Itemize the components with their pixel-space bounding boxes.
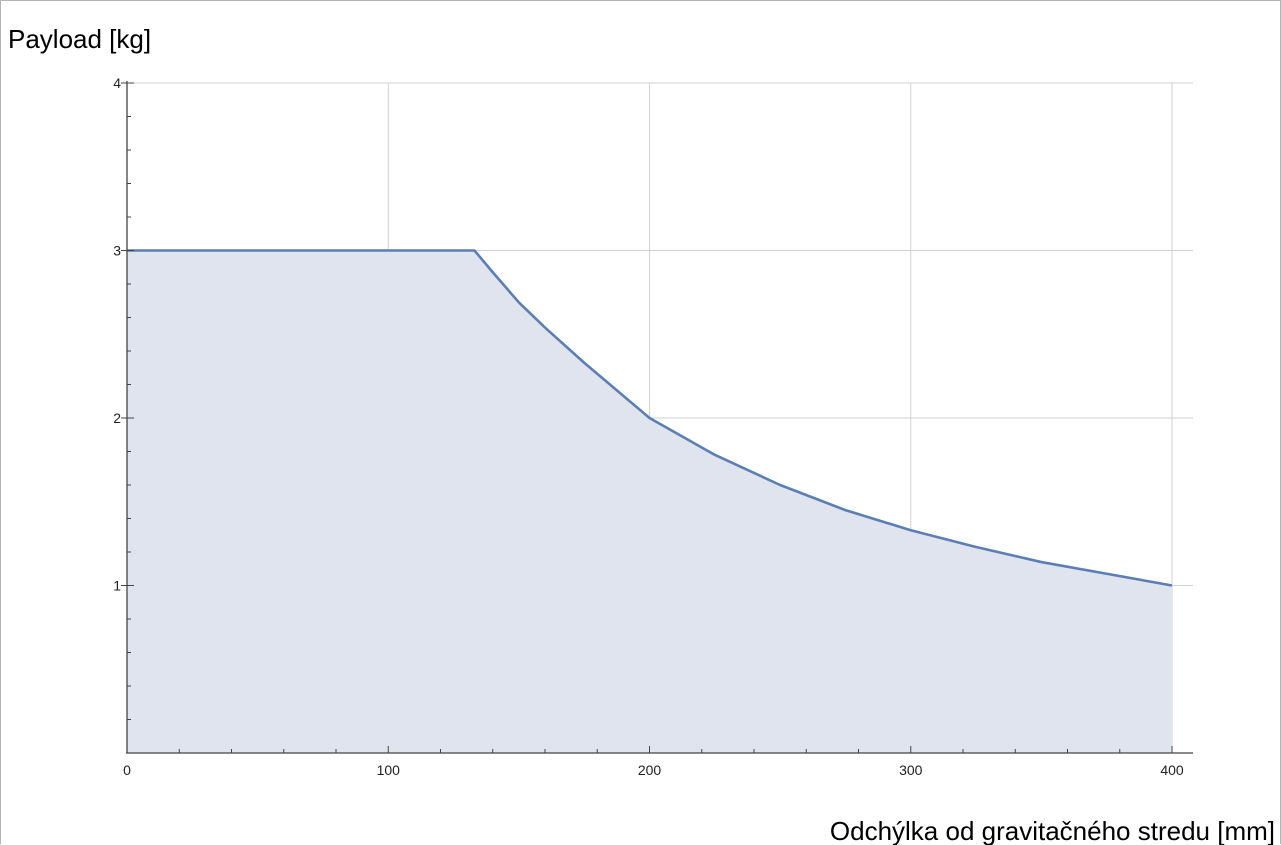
x-tick-label: 100 bbox=[377, 762, 401, 778]
x-tick-label: 400 bbox=[1160, 762, 1184, 778]
x-tick-label: 200 bbox=[638, 762, 662, 778]
x-tick-label: 300 bbox=[899, 762, 923, 778]
x-axis-title: Odchýlka od gravitačného stredu [mm] bbox=[830, 816, 1275, 845]
y-tick-label: 1 bbox=[113, 578, 121, 594]
y-tick-label: 4 bbox=[113, 75, 121, 91]
axis-layer bbox=[121, 81, 1193, 754]
area-layer bbox=[127, 249, 1173, 753]
series-area-fill bbox=[127, 250, 1172, 753]
x-tick-label: 0 bbox=[123, 762, 131, 778]
tick-layer: 0 100 200 300 400 1 2 3 4 bbox=[113, 75, 1184, 778]
y-axis-title: Payload [kg] bbox=[8, 24, 151, 54]
y-tick-label: 2 bbox=[113, 410, 121, 426]
y-tick-label: 3 bbox=[113, 243, 121, 259]
series-line bbox=[127, 249, 1173, 587]
